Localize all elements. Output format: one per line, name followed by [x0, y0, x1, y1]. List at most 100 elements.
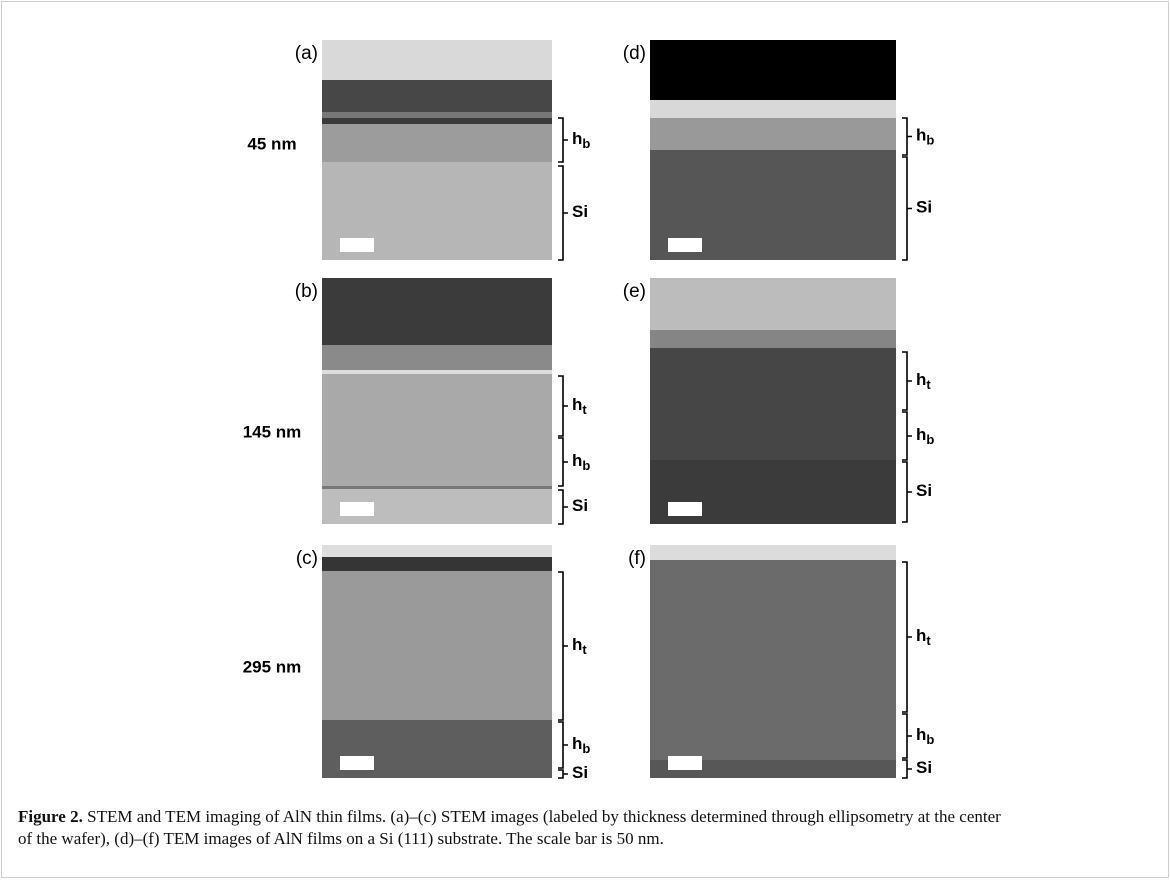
layer-subscript: b [582, 136, 590, 151]
image-layer [650, 40, 896, 100]
layer-name: Si [572, 202, 588, 221]
image-layer [322, 124, 552, 162]
layer-name: Si [572, 496, 588, 515]
scale-bar [668, 502, 702, 516]
bracket [902, 759, 912, 779]
panel: (d) hb Si [623, 40, 934, 261]
panel-label: (c) [296, 548, 318, 569]
scale-bar [668, 238, 702, 252]
layer-label: hb [916, 425, 934, 447]
layer-name: Si [572, 763, 588, 782]
scale-bar [340, 502, 374, 516]
panel-label: (a) [295, 43, 318, 64]
layer-name: h [916, 725, 926, 744]
image-layer [322, 545, 552, 557]
layer-label: ht [572, 635, 587, 657]
layer-subscript: b [926, 732, 934, 747]
image-layer [322, 370, 552, 374]
layer-label: Si [572, 763, 588, 782]
thickness-label: 45 nm [247, 134, 296, 153]
bracket [558, 571, 568, 721]
layer-name: Si [916, 758, 932, 777]
layer-name: h [572, 129, 582, 148]
image-layer [650, 100, 896, 118]
layer-subscript: b [582, 458, 590, 473]
bracket [558, 165, 568, 261]
bracket [902, 156, 912, 261]
layer-label: ht [572, 395, 587, 417]
image-layer [322, 374, 552, 486]
panel: (a) 45 nm hb Si [247, 40, 590, 261]
layer-label: hb [916, 126, 934, 148]
bracket [902, 411, 912, 461]
panel-label: (d) [623, 43, 646, 64]
image-layer [322, 112, 552, 118]
bracket [902, 461, 912, 523]
layer-label: ht [916, 626, 931, 648]
bracket [558, 117, 568, 163]
layer-subscript: t [926, 377, 931, 392]
image-layer [650, 545, 896, 560]
bracket [902, 117, 912, 156]
image-layer [650, 118, 896, 150]
panel-label: (b) [295, 281, 318, 302]
image-layer [650, 560, 896, 760]
image-layer [322, 278, 552, 345]
image-layer [322, 118, 552, 124]
layer-name: Si [916, 198, 932, 217]
image-layer [322, 40, 552, 80]
image-layer [650, 330, 896, 348]
layer-name: h [916, 425, 926, 444]
layer-name: h [916, 370, 926, 389]
caption-label: Figure 2. [18, 807, 83, 826]
bracket [902, 351, 912, 411]
image-layer [322, 486, 552, 489]
image-layer [322, 80, 552, 112]
image-layer [322, 571, 552, 720]
layer-name: Si [916, 481, 932, 500]
layer-subscript: t [582, 642, 587, 657]
bracket [558, 489, 568, 525]
thickness-label: 145 nm [243, 422, 302, 441]
thickness-label: 295 nm [243, 657, 302, 676]
bracket [558, 721, 568, 769]
layer-name: h [572, 734, 582, 753]
layer-label: hb [572, 734, 590, 756]
layer-label: hb [572, 451, 590, 473]
scale-bar [340, 238, 374, 252]
panel-label: (e) [623, 281, 646, 302]
image-layer [322, 557, 552, 571]
layer-subscript: b [926, 133, 934, 148]
layer-name: h [916, 126, 926, 145]
layer-name: h [572, 395, 582, 414]
bracket [558, 375, 568, 437]
image-layer [650, 348, 896, 460]
image-layer [322, 345, 552, 370]
caption-text: STEM and TEM imaging of AlN thin films. … [18, 807, 1001, 848]
layer-label: Si [916, 758, 932, 777]
layer-subscript: b [582, 741, 590, 756]
layer-name: h [916, 626, 926, 645]
scale-bar [340, 756, 374, 770]
layer-label: Si [916, 481, 932, 500]
layer-label: Si [572, 496, 588, 515]
caption: Figure 2. STEM and TEM imaging of AlN th… [18, 806, 1018, 850]
panel-label: (f) [628, 548, 646, 569]
layer-subscript: t [582, 402, 587, 417]
layer-label: hb [916, 725, 934, 747]
layer-subscript: b [926, 432, 934, 447]
layer-name: h [572, 635, 582, 654]
scale-bar [668, 756, 702, 770]
layer-label: hb [572, 129, 590, 151]
bracket [902, 561, 912, 713]
bracket [558, 437, 568, 487]
bracket [558, 769, 568, 779]
layer-subscript: t [926, 633, 931, 648]
layer-label: Si [916, 198, 932, 217]
